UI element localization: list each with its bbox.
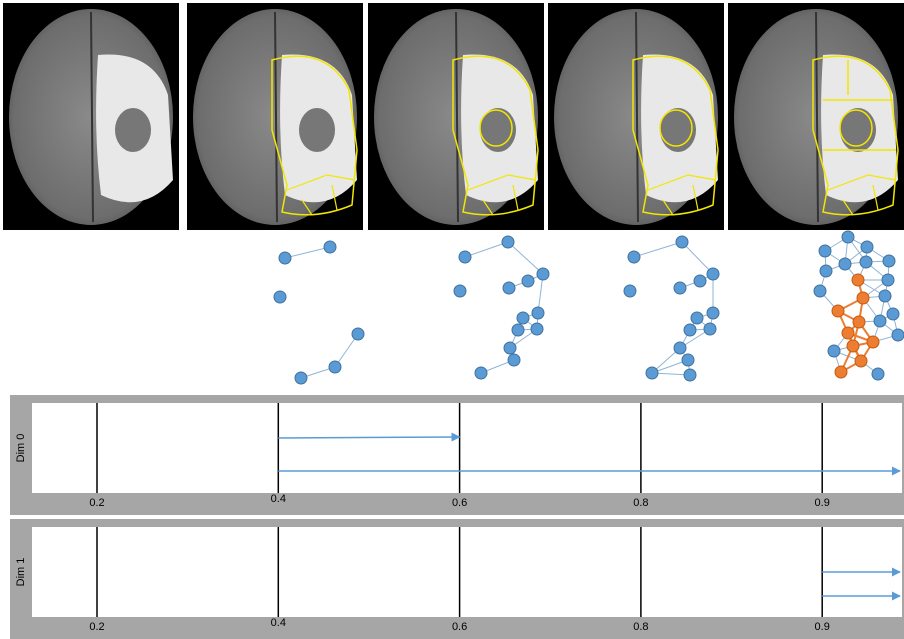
- node: [694, 275, 706, 287]
- node: [537, 268, 549, 280]
- node: [504, 342, 516, 354]
- tick-label: 0.2: [89, 497, 104, 509]
- node: [517, 312, 529, 324]
- node: [324, 241, 336, 253]
- node: [707, 268, 719, 280]
- panel-plot: [32, 527, 902, 617]
- node: [860, 256, 872, 268]
- node: [879, 290, 891, 302]
- node: [503, 282, 515, 294]
- node: [707, 307, 719, 319]
- node: [867, 336, 879, 348]
- node: [814, 285, 826, 297]
- node: [887, 308, 899, 320]
- node: [531, 323, 543, 335]
- node: [853, 316, 865, 328]
- tick-label: 0.2: [89, 621, 104, 633]
- node: [684, 369, 696, 381]
- page: Dim 0 0.2 0.4 0.6 0.8 0.9 Dim 1 0.2 0.4 0.6 0.8 0.9…: [0, 0, 904, 639]
- node: [454, 285, 466, 297]
- bar: [278, 437, 459, 438]
- tick-label: 0.4: [271, 493, 286, 505]
- node: [820, 265, 832, 277]
- node: [682, 354, 694, 366]
- node: [704, 323, 716, 335]
- node: [475, 367, 487, 379]
- node: [828, 345, 840, 357]
- edge: [634, 242, 682, 257]
- node: [508, 354, 520, 366]
- node: [835, 366, 847, 378]
- tick-label: 0.6: [452, 497, 467, 509]
- node: [842, 231, 854, 243]
- node: [295, 372, 307, 384]
- node: [847, 340, 859, 352]
- node: [872, 368, 884, 380]
- node: [522, 275, 534, 287]
- node: [674, 342, 686, 354]
- figure: Dim 0 0.2 0.4 0.6 0.8 0.9 Dim 1 0.2 0.4 0.6 0.8 0.9: [0, 0, 904, 639]
- node: [502, 236, 514, 248]
- node: [874, 315, 886, 327]
- core: [299, 108, 335, 152]
- tick-label: 0.6: [452, 621, 467, 633]
- edge: [508, 242, 543, 274]
- node: [857, 292, 869, 304]
- node: [628, 251, 640, 263]
- node: [279, 252, 291, 264]
- node: [839, 258, 851, 270]
- node: [883, 255, 895, 267]
- edge: [465, 242, 508, 257]
- tick-label: 0.9: [815, 621, 830, 633]
- node: [855, 355, 867, 367]
- node: [532, 307, 544, 319]
- dim-label: Dim 0: [15, 434, 27, 463]
- tick-label: 0.9: [815, 497, 830, 509]
- node: [861, 241, 873, 253]
- mri-images: [3, 3, 904, 230]
- node: [329, 361, 341, 373]
- dim-label: Dim 1: [15, 558, 27, 587]
- edge: [285, 247, 330, 258]
- node: [676, 236, 688, 248]
- node: [624, 285, 636, 297]
- graphs: [274, 231, 904, 384]
- node: [691, 312, 703, 324]
- node: [646, 367, 658, 379]
- node: [674, 282, 686, 294]
- core: [115, 108, 151, 152]
- node: [882, 274, 894, 286]
- node: [352, 328, 364, 340]
- barcodes: Dim 0 0.2 0.4 0.6 0.8 0.9 Dim 1 0.2 0.4 0.6 0.8 0.9: [10, 395, 904, 639]
- node: [819, 245, 831, 257]
- tick-label: 0.4: [271, 617, 286, 629]
- edge: [682, 242, 713, 274]
- panel-plot: [32, 403, 902, 493]
- node: [892, 329, 904, 341]
- node: [842, 327, 854, 339]
- tick-label: 0.8: [633, 621, 648, 633]
- node: [274, 291, 286, 303]
- node: [512, 324, 524, 336]
- node: [684, 324, 696, 336]
- tick-label: 0.8: [633, 497, 648, 509]
- node: [832, 305, 844, 317]
- node: [459, 251, 471, 263]
- node: [852, 274, 864, 286]
